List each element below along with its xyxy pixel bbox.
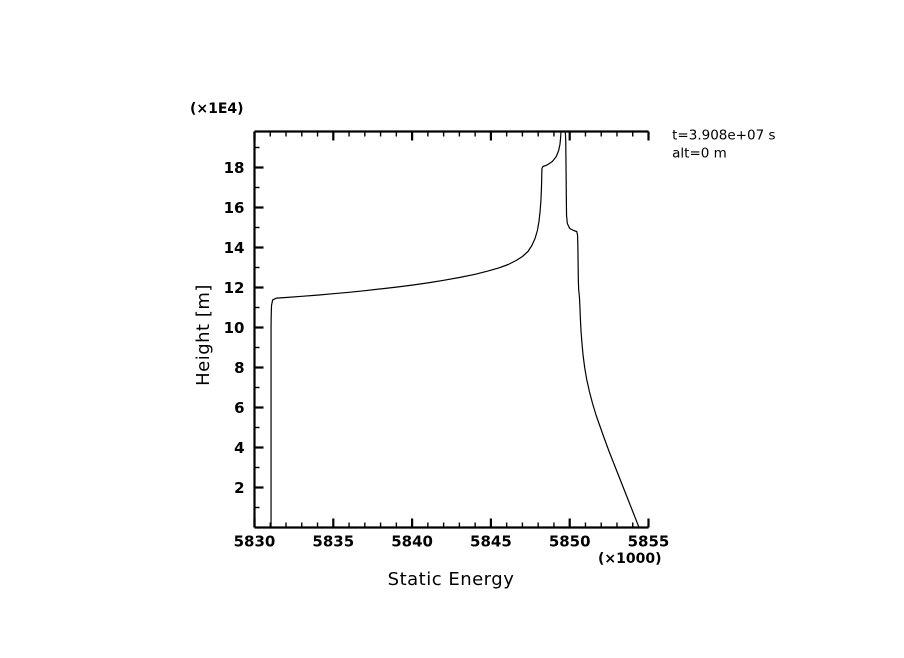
- y-tick-label: 18: [224, 159, 245, 177]
- x-axis-tick-labels: 5830 5835 5840 5845 5850 5855: [234, 533, 670, 551]
- x-tick-label: 5855: [628, 533, 670, 551]
- x-tick-label: 5835: [312, 533, 354, 551]
- x-axis-ticks: [253, 131, 650, 528]
- annotation-altitude: alt=0 m: [672, 146, 727, 162]
- y-axis-tick-labels: 2 4 6 8 10 12 14 16 18: [224, 159, 245, 497]
- y-tick-label: 12: [224, 279, 245, 297]
- annotation-time: t=3.908e+07 s: [672, 128, 775, 144]
- y-tick-label: 16: [224, 199, 245, 217]
- data-line-static-energy-profile: [270, 131, 640, 528]
- plot-frame: [253, 130, 649, 529]
- y-axis-title: Height [m]: [193, 284, 214, 386]
- x-tick-label: 5840: [391, 533, 433, 551]
- y-tick-label: 4: [234, 439, 244, 457]
- y-axis-multiplier-label: (×1E4): [190, 101, 244, 117]
- annotation-group: t=3.908e+07 s alt=0 m: [672, 128, 775, 162]
- data-series-group: [270, 131, 640, 528]
- x-axis-multiplier-label: (×1000): [598, 551, 662, 567]
- y-tick-label: 2: [234, 479, 244, 497]
- y-tick-label: 6: [234, 399, 244, 417]
- x-tick-label: 5850: [549, 533, 591, 551]
- y-tick-label: 14: [224, 239, 245, 257]
- y-tick-label: 8: [234, 359, 244, 377]
- x-tick-label: 5845: [470, 533, 512, 551]
- x-tick-label: 5830: [234, 533, 276, 551]
- y-tick-label: 10: [224, 319, 245, 337]
- x-axis-title: Static Energy: [388, 569, 515, 590]
- y-axis-ticks: [254, 146, 264, 509]
